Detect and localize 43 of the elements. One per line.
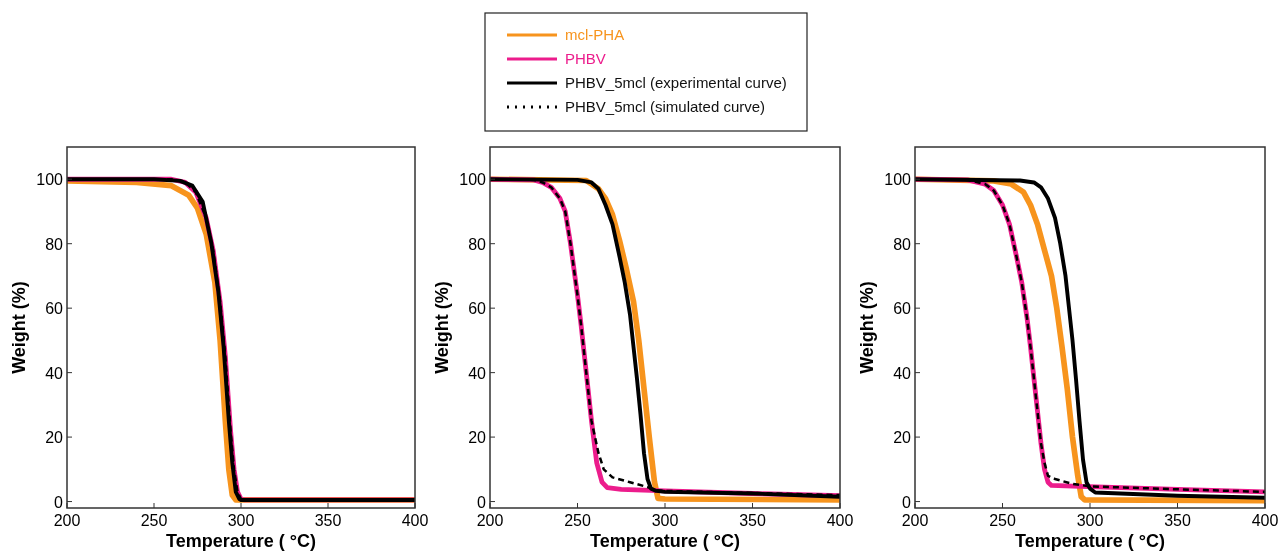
legend-label: PHBV_5mcl (experimental curve)	[565, 74, 787, 91]
y-tick-label: 80	[468, 235, 487, 253]
x-tick-label: 350	[314, 512, 342, 529]
legend-label: mcl-PHA	[565, 26, 625, 43]
y-tick-label: 40	[468, 364, 487, 382]
x-tick-label: 350	[739, 512, 766, 529]
x-tick-label: 400	[1251, 512, 1279, 529]
y-tick-label: 40	[893, 364, 912, 382]
x-tick-label: 200	[53, 512, 81, 529]
y-axis-title: Weight (%)	[9, 281, 29, 374]
y-axis-title: Weight (%)	[857, 281, 877, 374]
y-tick-label: 80	[45, 235, 64, 253]
y-tick-label: 100	[884, 171, 912, 189]
x-tick-label: 300	[651, 512, 679, 529]
y-axis-title: Weight (%)	[432, 281, 452, 374]
y-tick-label: 0	[54, 493, 64, 511]
y-tick-label: 80	[893, 235, 912, 253]
y-tick-label: 60	[468, 300, 487, 318]
y-tick-label: 0	[902, 493, 912, 511]
x-tick-label: 250	[564, 512, 591, 529]
legend-label: PHBV_5mcl (simulated curve)	[565, 98, 766, 115]
x-tick-label: 300	[1076, 512, 1104, 529]
legend-label: PHBV	[565, 50, 606, 67]
x-tick-label: 350	[1164, 512, 1191, 529]
x-tick-label: 400	[401, 512, 429, 529]
x-axis-title: Temperature ( °C)	[166, 531, 316, 551]
y-tick-label: 100	[459, 171, 487, 189]
y-tick-label: 20	[468, 429, 487, 447]
x-tick-label: 200	[476, 512, 504, 529]
x-tick-label: 200	[901, 512, 929, 529]
y-tick-label: 0	[477, 493, 487, 511]
x-axis-title: Temperature ( °C)	[590, 531, 740, 551]
x-tick-label: 300	[227, 512, 255, 529]
x-tick-label: 250	[989, 512, 1016, 529]
y-tick-label: 60	[893, 300, 912, 318]
y-tick-label: 20	[893, 429, 912, 447]
y-tick-label: 20	[45, 429, 64, 447]
y-tick-label: 40	[45, 364, 64, 382]
y-tick-label: 60	[45, 300, 64, 318]
x-axis-title: Temperature ( °C)	[1015, 531, 1165, 551]
y-tick-label: 100	[36, 171, 64, 189]
x-tick-label: 250	[140, 512, 168, 529]
x-tick-label: 400	[826, 512, 854, 529]
